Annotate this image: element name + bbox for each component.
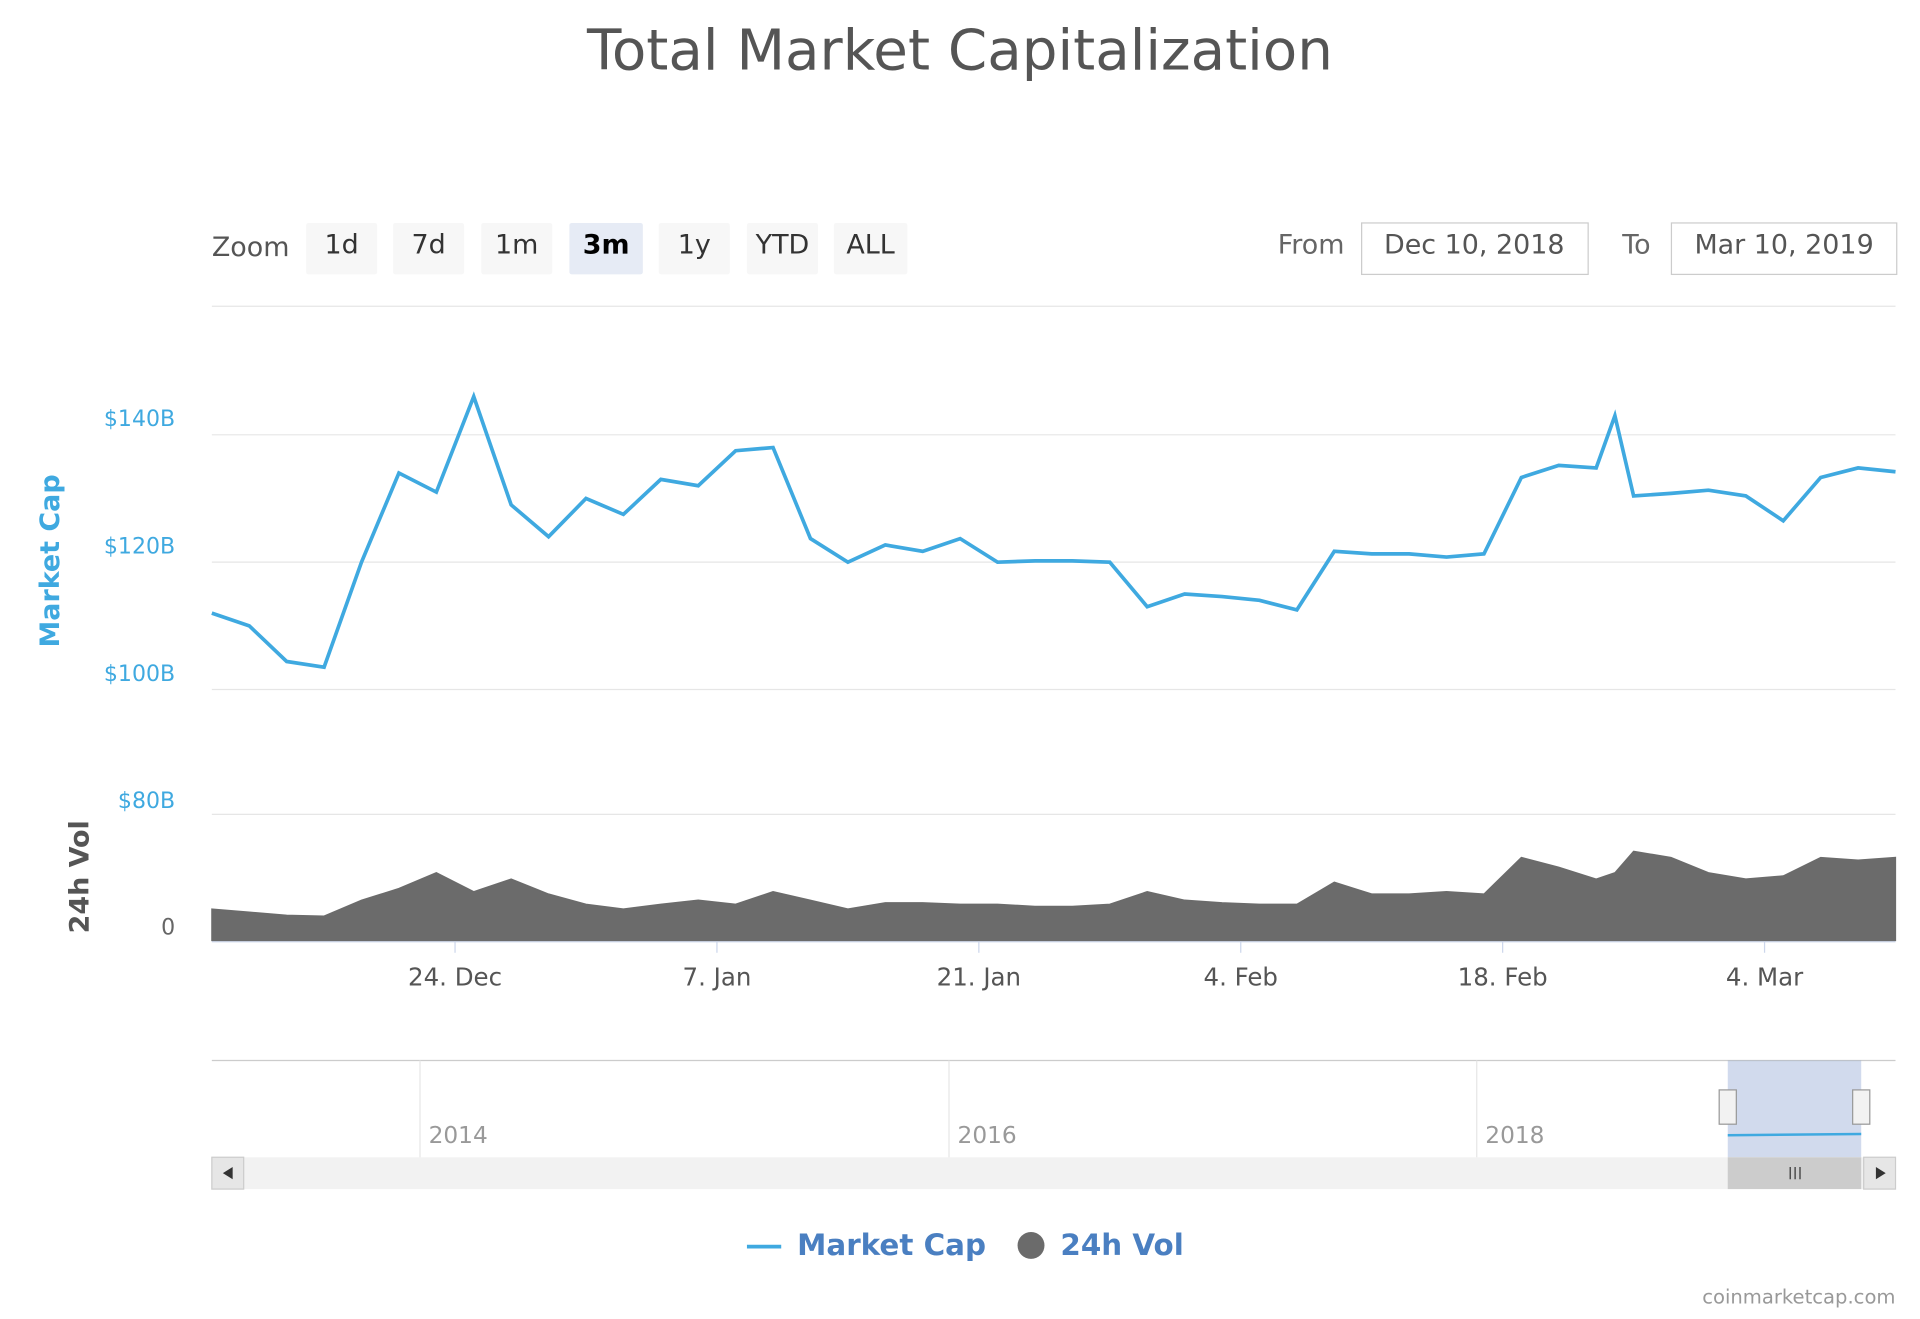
area-series xyxy=(211,850,1897,942)
x-tick-label: 21. Jan xyxy=(937,962,1021,991)
zoom-button[interactable] xyxy=(393,222,465,275)
y-tick-label: $100B xyxy=(104,662,175,687)
grip-icon xyxy=(1789,1167,1801,1180)
zoom-button[interactable] xyxy=(481,222,553,275)
x-tick-label: 4. Mar xyxy=(1726,962,1804,991)
scrollbar-track[interactable] xyxy=(211,1157,1896,1190)
zoom-button-label: 1y xyxy=(678,230,711,261)
legend-symbol[interactable] xyxy=(1017,1231,1045,1259)
credit: coinmarketcap.com xyxy=(1702,1286,1895,1309)
y-tick-label: $120B xyxy=(104,534,175,559)
from-input[interactable] xyxy=(1361,222,1589,276)
zoom-button-label: YTD xyxy=(755,230,810,261)
navigator-handle[interactable] xyxy=(1718,1089,1737,1125)
y2-tick-label: 0 xyxy=(161,915,175,940)
arrow-icon xyxy=(222,1167,233,1180)
from-label: From xyxy=(1278,230,1345,261)
line-series xyxy=(211,391,1896,670)
from-date: Dec 10, 2018 xyxy=(1384,230,1565,261)
chart-title: Total Market Capitalization xyxy=(586,19,1333,84)
to-date: Mar 10, 2019 xyxy=(1694,230,1873,261)
navigator-label: 2014 xyxy=(429,1122,488,1149)
zoom-button[interactable] xyxy=(658,222,730,275)
x-tick-label: 24. Dec xyxy=(408,962,502,991)
zoom-button-label: 3m xyxy=(583,230,630,261)
zoom-button-label: 7d xyxy=(411,230,445,261)
zoom-button[interactable] xyxy=(569,222,643,275)
navigator-label: 2016 xyxy=(958,1122,1017,1149)
zoom-button[interactable] xyxy=(833,222,908,275)
x-tick-label: 18. Feb xyxy=(1458,962,1548,991)
arrow-icon xyxy=(1875,1167,1886,1180)
navigator-handle[interactable] xyxy=(1852,1089,1871,1125)
navigator-mask[interactable] xyxy=(1727,1060,1862,1158)
zoom-button-label: ALL xyxy=(846,230,894,261)
zoom-button-label: 1m xyxy=(495,230,538,261)
y2-tick-label: $80B xyxy=(118,789,175,814)
navigator-line xyxy=(1727,1132,1862,1137)
to-label: To xyxy=(1621,230,1650,261)
zoom-button[interactable] xyxy=(746,222,818,275)
zoom-button-label: 1d xyxy=(325,230,359,261)
zoom-label: Zoom xyxy=(212,232,290,263)
y-axis-title: Market Cap xyxy=(35,474,66,647)
to-input[interactable] xyxy=(1670,222,1898,276)
legend-label[interactable]: 24h Vol xyxy=(1060,1228,1183,1262)
x-tick-label: 4. Feb xyxy=(1204,962,1278,991)
legend-label[interactable]: Market Cap xyxy=(797,1228,986,1262)
x-tick-label: 7. Jan xyxy=(683,962,752,991)
navigator-label: 2018 xyxy=(1485,1122,1544,1149)
y-tick-label: $140B xyxy=(104,407,175,432)
y2-axis-title: 24h Vol xyxy=(64,820,95,933)
zoom-button[interactable] xyxy=(306,222,378,275)
